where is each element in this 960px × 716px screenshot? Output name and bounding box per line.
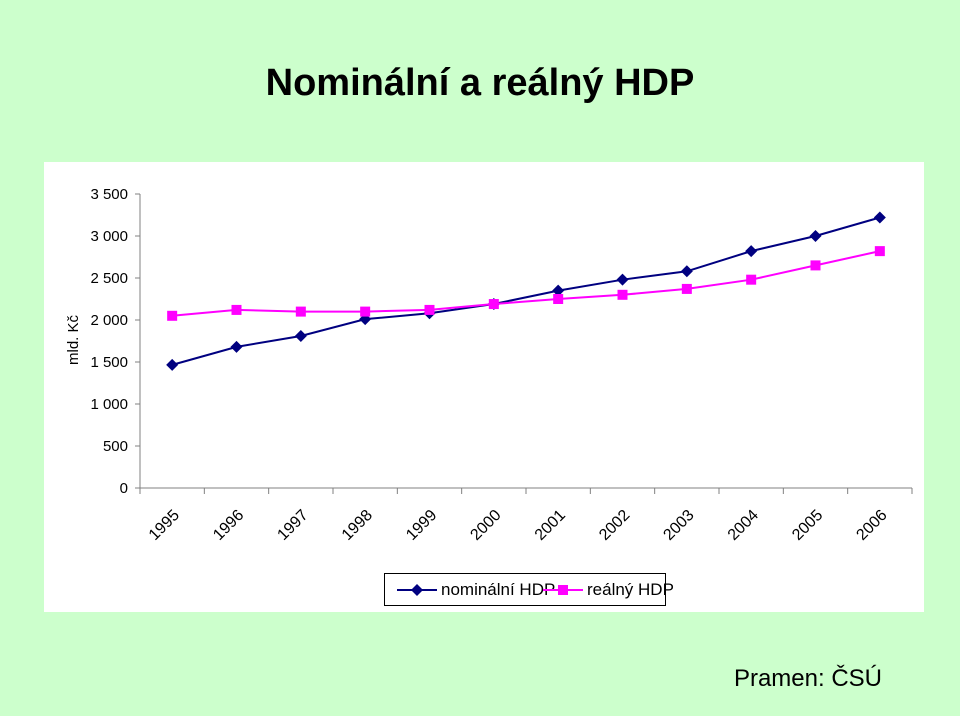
y-tick-label: 1 000: [90, 396, 128, 413]
data-point-real: [424, 304, 435, 315]
data-point-nominal: [552, 284, 565, 297]
data-point-real: [488, 299, 499, 310]
data-point-nominal: [809, 230, 822, 242]
x-tick-label: 2002: [596, 507, 633, 544]
data-point-real: [360, 306, 371, 317]
y-tick-label: 3 000: [90, 228, 128, 245]
source-note: Pramen: ČSÚ: [733, 665, 882, 692]
data-point-real: [681, 283, 692, 294]
x-tick-label: 2004: [725, 507, 762, 544]
x-tick-label: 2006: [853, 507, 890, 544]
y-tick-label: 2 000: [90, 312, 128, 329]
data-point-real: [167, 310, 178, 321]
series-line-real: [172, 250, 881, 317]
x-tick-label: 1996: [210, 507, 247, 544]
data-point-nominal: [166, 358, 179, 371]
y-axis-label: mld. Kč: [65, 314, 82, 365]
data-point-nominal: [230, 340, 243, 353]
chart-legend: nominální HDP reálný HDP: [384, 573, 674, 606]
data-point-real: [295, 306, 306, 317]
x-tick-label: 2000: [467, 507, 504, 544]
chart-area: 0 500 1 000 1 500 2 000 2 500 3 000 3 500 1995 19…: [44, 162, 924, 612]
y-tick-label: 3 500: [90, 186, 128, 203]
y-tick-label: 0: [120, 480, 128, 497]
x-tick-label: 1995: [146, 507, 183, 544]
diamond-marker-icon: [397, 584, 437, 596]
data-point-nominal: [616, 273, 629, 286]
data-point-nominal: [745, 245, 758, 258]
data-point-nominal: [294, 329, 307, 342]
x-tick-label: 1997: [274, 507, 311, 544]
x-tick-label: 2001: [532, 507, 569, 544]
data-point-real: [874, 246, 885, 257]
data-point-nominal: [680, 265, 693, 278]
legend-label-nominal: nominální HDP: [441, 580, 556, 599]
series-line-nominal: [171, 216, 881, 366]
x-tick-label: 2003: [660, 507, 697, 544]
slide-title: Nominální a reálný HDP: [265, 62, 695, 104]
line-chart: 0 500 1 000 1 500 2 000 2 500 3 000 3 500 1995 19…: [65, 186, 913, 544]
y-tick-label: 1 500: [90, 354, 128, 371]
x-tick-label: 1998: [339, 507, 376, 544]
square-marker-icon: [543, 585, 583, 595]
x-tick-label: 1999: [403, 507, 440, 544]
y-tick-label: 2 500: [90, 270, 128, 287]
data-point-real: [231, 304, 242, 315]
data-point-nominal: [873, 211, 886, 224]
data-point-real: [553, 294, 564, 304]
data-point-real: [617, 289, 628, 300]
data-point-real: [746, 274, 757, 285]
x-tick-label: 2005: [789, 507, 826, 544]
data-point-real: [810, 260, 821, 271]
y-tick-label: 500: [103, 438, 128, 455]
legend-label-real: reálný HDP: [587, 580, 674, 599]
